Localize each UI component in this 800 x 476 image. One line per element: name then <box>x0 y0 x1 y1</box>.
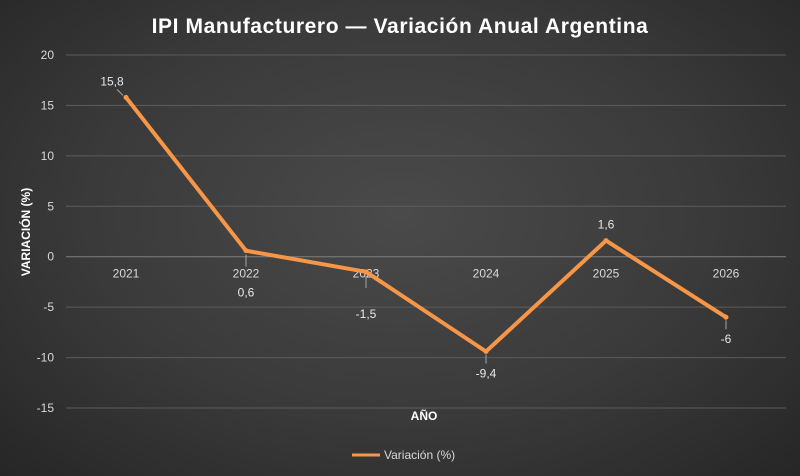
y-axis-title: VARIACIÓN (%) <box>18 188 33 276</box>
x-axis-title: AÑO <box>411 408 438 423</box>
y-tick-label: 20 <box>41 48 55 62</box>
legend-label: Variación (%) <box>384 448 455 462</box>
data-label: -9,4 <box>476 367 497 381</box>
series-layer <box>123 94 729 355</box>
series-line <box>124 95 728 354</box>
data-label: 15,8 <box>100 74 124 88</box>
x-axis-ticks: 202120222023202420252026 <box>113 267 740 281</box>
y-axis-ticks: 20 15 10 5 0 -5 -10 -15 <box>37 48 55 415</box>
label-leader-line <box>116 89 124 96</box>
gridlines <box>66 54 786 409</box>
chart-title: IPI Manufacturero — Variación Anual Arge… <box>152 15 649 38</box>
data-point <box>483 349 489 355</box>
y-tick-label: 10 <box>41 149 55 163</box>
data-labels: 15,8 0,6 -1,5 -9,4 1,6 -6 <box>100 74 731 380</box>
data-point <box>723 314 729 320</box>
data-label: 0,6 <box>238 286 255 300</box>
y-tick-label: -10 <box>37 351 55 365</box>
data-point <box>243 248 249 254</box>
legend[interactable]: Variación (%) <box>352 448 455 462</box>
x-tick-label: 2026 <box>713 267 740 281</box>
y-tick-label: 0 <box>47 250 54 264</box>
data-point <box>123 94 129 100</box>
x-tick-label: 2021 <box>113 267 140 281</box>
data-label: -6 <box>721 332 732 346</box>
x-tick-label: 2024 <box>473 267 500 281</box>
x-tick-label: 2022 <box>233 267 260 281</box>
data-point <box>603 238 609 244</box>
y-tick-label: -5 <box>43 300 54 314</box>
x-tick-label: 2025 <box>593 267 620 281</box>
y-tick-label: 15 <box>41 98 55 112</box>
y-tick-label: -15 <box>37 401 55 415</box>
data-label: -1,5 <box>356 307 377 321</box>
data-label: 1,6 <box>598 218 615 232</box>
data-point <box>363 269 369 275</box>
y-tick-label: 5 <box>47 199 54 213</box>
